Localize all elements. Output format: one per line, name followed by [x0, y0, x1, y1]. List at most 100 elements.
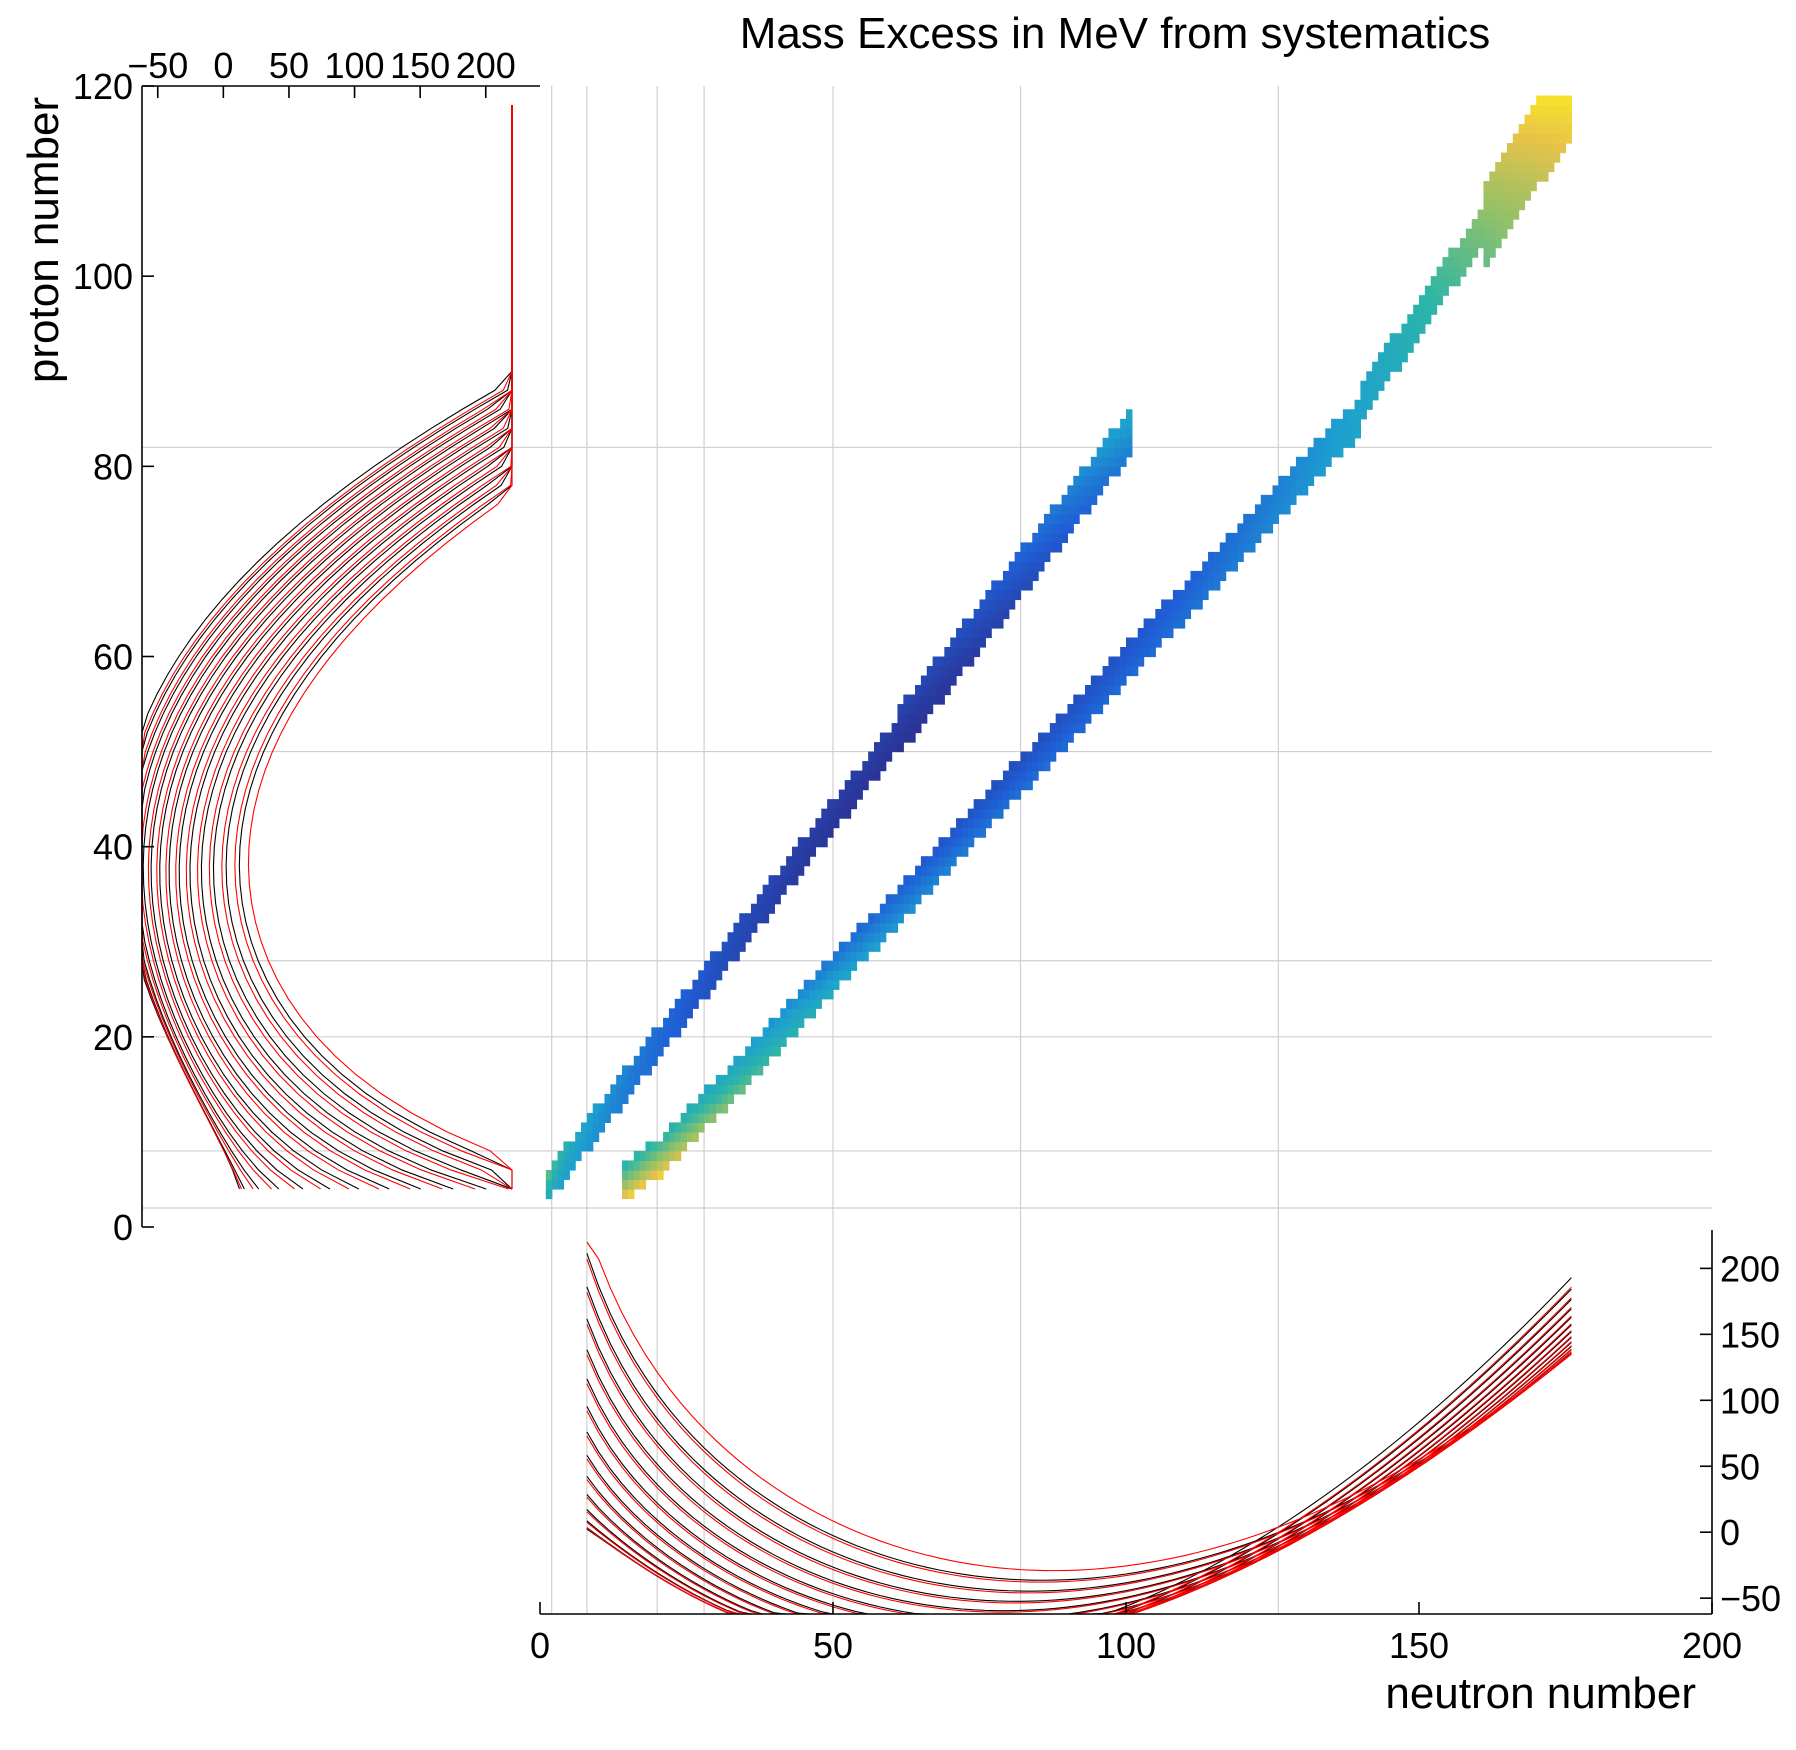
heatmap-cell: [1155, 637, 1162, 648]
heatmap-cell: [1102, 685, 1110, 696]
heatmap-cell: [1372, 390, 1379, 401]
heatmap-cell: [797, 865, 805, 876]
heatmap-cell: [1161, 627, 1168, 639]
heatmap-cell: [639, 1169, 647, 1181]
left-panel-curve: [141, 105, 513, 1190]
heatmap-cell: [1190, 570, 1197, 582]
heatmap-cell: [1424, 314, 1432, 325]
heatmap-cell: [616, 1074, 623, 1085]
heatmap-cell: [639, 1150, 647, 1162]
heatmap-cell: [709, 1084, 717, 1095]
heatmap-cell: [856, 951, 863, 962]
heatmap-cell: [1524, 162, 1531, 173]
heatmap-cell: [973, 627, 981, 639]
heatmap-cell: [821, 960, 828, 971]
heatmap-cell: [1002, 608, 1010, 620]
heatmap-cell: [680, 1131, 688, 1143]
heatmap-cell: [1126, 418, 1133, 429]
heatmap-cell: [1272, 513, 1279, 524]
heatmap-cell: [1167, 599, 1174, 610]
left-panel-curve: [150, 105, 513, 1190]
heatmap-cell: [797, 1008, 805, 1019]
heatmap-cell: [879, 742, 887, 753]
heatmap-cell: [1313, 466, 1320, 477]
heatmap-cell: [1073, 494, 1080, 505]
heatmap-cell: [1120, 456, 1127, 467]
heatmap-cell: [1108, 675, 1115, 686]
heatmap-cell: [1108, 437, 1115, 448]
heatmap-cell: [944, 666, 951, 677]
heatmap-cell: [1307, 466, 1315, 477]
heatmap-cell: [874, 751, 881, 762]
heatmap-cell: [762, 1027, 770, 1038]
heatmap-cell: [1553, 124, 1561, 135]
heatmap-cell: [827, 818, 834, 829]
heatmap-cell: [786, 1017, 793, 1028]
heatmap-cell: [1196, 599, 1203, 610]
heatmap-cell: [780, 884, 787, 895]
heatmap-cell: [645, 1150, 652, 1162]
heatmap-cell: [879, 761, 887, 772]
heatmap-cell: [1377, 380, 1385, 391]
heatmap-cell: [885, 732, 893, 743]
heatmap-cell: [967, 618, 975, 629]
heatmap-cell: [897, 723, 904, 734]
heatmap-cell: [668, 1027, 676, 1038]
left-panel-curve: [234, 105, 513, 1189]
heatmap-cell: [915, 713, 922, 724]
heatmap-cell: [797, 837, 805, 848]
heatmap-cell: [1090, 466, 1098, 477]
heatmap-cell: [663, 1036, 670, 1047]
heatmap-cell: [1026, 561, 1033, 572]
heatmap-cell: [581, 1141, 588, 1152]
heatmap-cell: [1401, 352, 1408, 363]
heatmap-cell: [1512, 152, 1520, 163]
heatmap-cell: [885, 913, 893, 924]
heatmap-cell: [815, 837, 822, 848]
heatmap-cell: [838, 789, 846, 800]
heatmap-cell: [997, 618, 1004, 629]
heatmap-cell: [739, 1055, 746, 1066]
heatmap-cell: [1413, 304, 1420, 315]
heatmap-cell: [1506, 209, 1514, 220]
heatmap-cell: [1354, 428, 1361, 439]
heatmap-cell: [1419, 314, 1426, 325]
heatmap-cell: [815, 827, 822, 838]
heatmap-cell: [803, 846, 811, 857]
heatmap-cell: [733, 941, 740, 952]
heatmap-cell: [704, 979, 711, 990]
heatmap-cell: [1096, 694, 1104, 705]
heatmap-cell: [1542, 133, 1549, 144]
left-panel-curve: [238, 105, 513, 1189]
heatmap-cell: [1143, 618, 1151, 629]
heatmap-cell: [1114, 437, 1121, 448]
heatmap-cell: [944, 846, 951, 857]
heatmap-cell: [827, 827, 834, 838]
heatmap-cell: [791, 998, 799, 1009]
heatmap-cell: [821, 970, 828, 981]
heatmap-cell: [645, 1046, 652, 1057]
heatmap-cell: [586, 1112, 594, 1124]
heatmap-cell: [1084, 466, 1092, 477]
heatmap-cell: [610, 1093, 617, 1104]
heatmap-cell: [1067, 713, 1074, 724]
heatmap-cell: [1260, 513, 1268, 524]
heatmap-cell: [786, 1008, 793, 1019]
y-tick-label: 0: [113, 1207, 133, 1248]
heatmap-cell: [879, 751, 887, 762]
heatmap-cell: [581, 1122, 588, 1133]
heatmap-cell: [551, 1179, 559, 1190]
heatmap-cell: [926, 675, 934, 686]
heatmap-cell: [1547, 105, 1555, 116]
heatmap-cell: [1483, 219, 1490, 230]
heatmap-cell: [1049, 532, 1057, 543]
heatmap-cell: [1336, 437, 1344, 448]
heatmap-cell: [1524, 133, 1531, 144]
heatmap-cell: [956, 837, 963, 848]
heatmap-cell: [915, 723, 922, 734]
heatmap-cell: [973, 618, 981, 629]
heatmap-cell: [668, 1017, 676, 1028]
heatmap-cell: [1483, 247, 1490, 258]
heatmap-cell: [1061, 713, 1068, 724]
heatmap-cell: [879, 922, 887, 933]
